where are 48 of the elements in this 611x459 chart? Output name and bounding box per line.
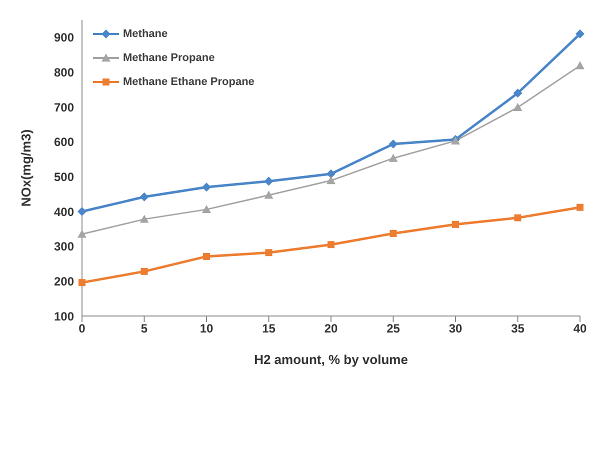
point [576,29,584,38]
point [514,214,522,222]
point [202,182,211,192]
point [265,249,272,256]
point [202,204,211,214]
legend-label: Methane Ethane Propane [123,76,254,88]
point [203,252,210,260]
x-tick-label: 20 [324,322,338,336]
y-tick-label: 600 [54,135,74,150]
point [513,88,522,98]
point [326,169,336,178]
point [390,230,397,237]
legend-label: Methane [123,28,168,40]
point [78,207,86,216]
y-tick-label: 300 [54,240,74,254]
x-tick-label: 10 [200,322,214,336]
legend-label: Methane Propane [123,52,215,64]
point [452,220,459,228]
x-tick-label: 0 [78,322,86,336]
point [388,154,398,162]
y-tick-label: 900 [54,30,74,45]
x-tick-label: 30 [448,322,462,336]
y-tick-label: 200 [54,274,74,288]
point [264,190,274,199]
y-tick-label: 500 [54,170,74,184]
y-tick-label: 400 [54,204,74,219]
x-tick-label: 40 [573,322,587,336]
point [78,279,86,286]
y-tick-label: 100 [54,309,74,324]
point [140,214,149,223]
point [140,268,148,275]
point [328,241,334,248]
point [576,61,584,70]
point [576,204,584,211]
x-tick-label: 15 [262,322,276,336]
point [513,102,522,112]
y-axis-title: NOx(mg/m3) [18,129,34,207]
point [388,139,398,148]
x-tick-label: 35 [511,322,525,336]
y-tick-label: 700 [54,100,74,114]
point [140,192,149,202]
point [326,176,336,184]
x-axis-title: H2 amount, % by volume [254,352,408,367]
x-tick-label: 5 [140,322,148,336]
x-tick-label: 25 [386,322,400,336]
point [78,230,86,238]
y-tick-label: 800 [54,65,74,80]
point [264,176,274,186]
